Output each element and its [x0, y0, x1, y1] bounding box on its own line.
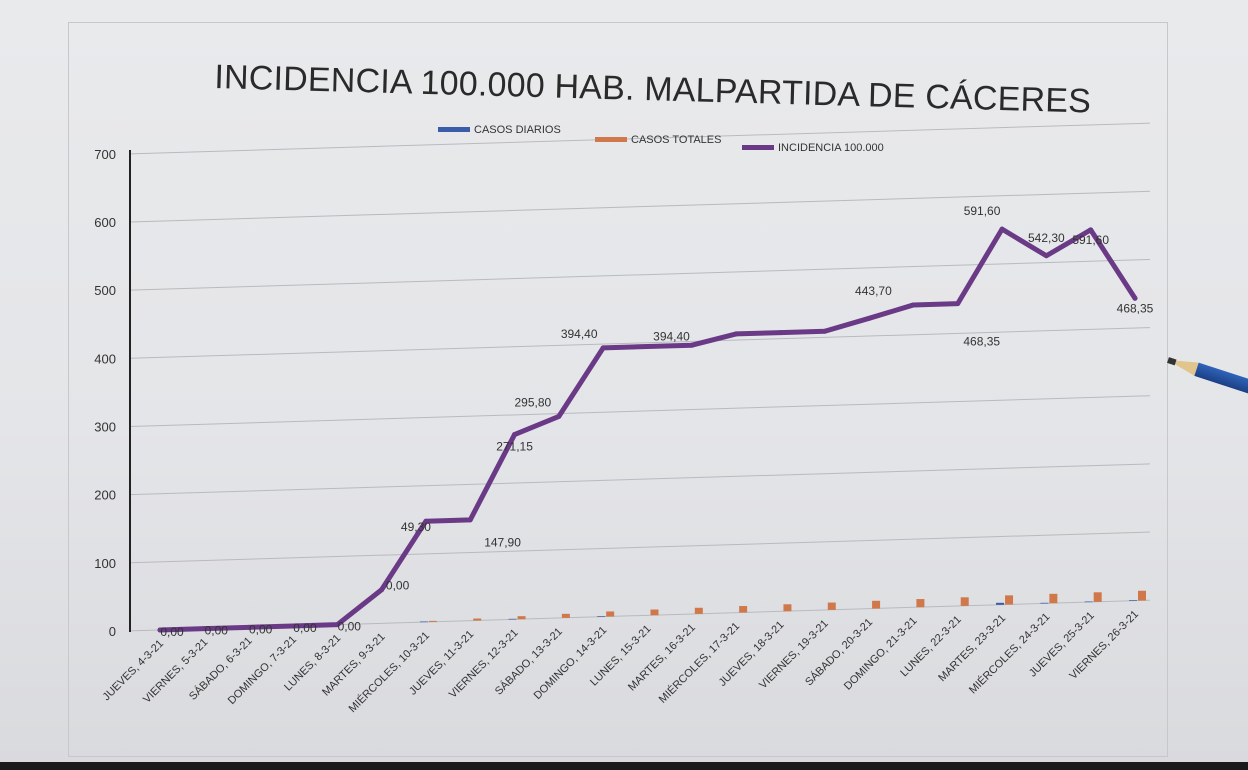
data-label: 0,00 [338, 620, 362, 634]
incidence-point [733, 331, 739, 337]
bar-total-cases [517, 616, 526, 620]
bar-total-cases [916, 599, 925, 608]
data-label: 468,35 [963, 335, 1000, 349]
bottom-edge [0, 762, 1248, 770]
legend-swatch [595, 137, 627, 142]
bar-daily-cases [597, 616, 606, 617]
incidence-point [645, 344, 650, 350]
data-label: 468,35 [1117, 301, 1154, 315]
y-tick-label: 300 [94, 419, 116, 434]
gridline [129, 122, 1151, 155]
y-tick-label: 700 [94, 147, 116, 162]
bar-daily-cases [996, 602, 1005, 605]
bar-daily-cases [419, 621, 428, 623]
data-label: 271,15 [496, 440, 533, 454]
incidence-point [467, 517, 473, 523]
incidence-point [512, 432, 518, 438]
bar-total-cases [960, 597, 969, 606]
incidence-point [246, 624, 252, 630]
bar-total-cases [739, 606, 748, 613]
data-label: 0,00 [160, 625, 184, 639]
incidence-point [999, 226, 1005, 232]
y-tick-label: 200 [94, 488, 116, 503]
bar-total-cases [1049, 593, 1058, 604]
data-label: 443,70 [855, 284, 892, 298]
gridline [129, 190, 1151, 223]
y-tick-label: 100 [94, 556, 116, 571]
incidence-point [689, 342, 695, 348]
incidence-point [955, 301, 961, 307]
bar-daily-cases [1129, 600, 1137, 601]
y-tick-label: 600 [94, 215, 116, 230]
incidence-line [157, 226, 1138, 633]
bar-daily-cases [1040, 602, 1049, 604]
bar-total-cases [650, 609, 659, 616]
y-tick-label: 0 [109, 624, 116, 639]
legend-swatch [742, 145, 774, 150]
x-tick-label: MIÉRCOLES, 17-3-21 [656, 620, 742, 706]
data-label: 147,90 [484, 536, 521, 550]
data-label: 591,60 [1072, 233, 1109, 247]
data-label: 394,40 [561, 327, 598, 341]
legend-entry: CASOS TOTALES [631, 134, 721, 146]
chart-frame [68, 22, 1168, 757]
incidence-point [1043, 253, 1049, 259]
incidence-point [777, 330, 783, 336]
gridline [129, 395, 1151, 427]
bar-total-cases [428, 620, 437, 622]
gridline [129, 531, 1151, 564]
bar-total-cases [872, 600, 881, 609]
incidence-point [1132, 295, 1138, 301]
incidence-point [423, 518, 429, 524]
legend-swatch [438, 127, 470, 132]
data-label: 0,00 [293, 621, 317, 635]
incidence-point [822, 328, 828, 334]
bar-total-cases [561, 613, 570, 618]
data-label: 542,30 [1028, 231, 1065, 245]
bar-total-cases [473, 618, 482, 621]
incidence-point [334, 622, 340, 628]
x-tick-label: MIÉRCOLES, 24-3-21 [966, 610, 1052, 696]
gridline [129, 327, 1151, 359]
bar-total-cases [1005, 595, 1014, 605]
incidence-point [600, 345, 606, 351]
incidence-point [201, 626, 207, 632]
bar-daily-cases [1084, 601, 1093, 603]
bar-total-cases [783, 604, 792, 612]
incidence-point [866, 315, 872, 321]
incidence-point [157, 627, 163, 633]
gridline [129, 258, 1151, 291]
x-tick-label: DOMINGO, 14-3-21 [532, 624, 610, 702]
bar-total-cases [827, 602, 836, 610]
data-label: 394,40 [653, 330, 690, 344]
data-label: 49,30 [401, 520, 431, 534]
data-label: 0,00 [205, 624, 229, 638]
data-label: 0,00 [249, 622, 273, 636]
legend-entry: CASOS DIARIOS [474, 124, 561, 136]
y-tick-label: 500 [94, 283, 116, 298]
y-tick-label: 400 [94, 351, 116, 366]
incidence-point [1088, 227, 1094, 233]
data-label: 295,80 [515, 395, 552, 409]
bar-total-cases [606, 611, 615, 617]
data-label: 0,00 [386, 579, 410, 593]
gridline [129, 463, 1151, 496]
incidence-point [556, 413, 562, 419]
bar-daily-cases [508, 618, 517, 620]
incidence-point [379, 587, 385, 593]
incidence-point [910, 302, 916, 308]
bar-total-cases [1093, 592, 1102, 602]
x-tick-label: MIÉRCOLES, 10-3-21 [346, 629, 432, 715]
x-tick-label: DOMINGO, 21-3-21 [842, 615, 920, 693]
legend-entry: INCIDENCIA 100.000 [778, 142, 884, 154]
bar-total-cases [1138, 590, 1146, 601]
bar-total-cases [694, 607, 703, 614]
data-label: 591,60 [964, 204, 1001, 218]
incidence-point [290, 623, 296, 629]
